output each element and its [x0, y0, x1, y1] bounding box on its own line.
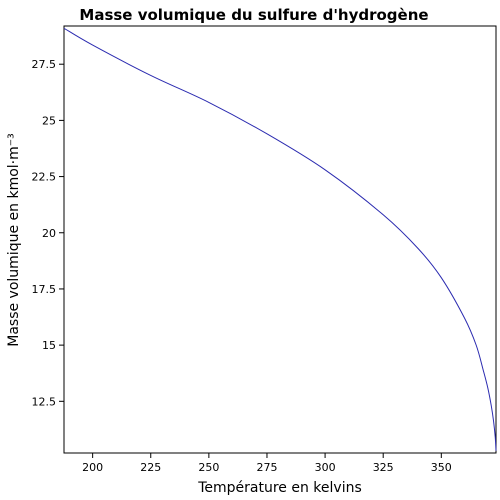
chart-title: Masse volumique du sulfure d'hydrogène	[79, 6, 428, 24]
y-axis: 12.5 15 17.5 20 22.5 25 27.5	[32, 58, 64, 408]
x-axis-label: Température en kelvins	[197, 480, 362, 496]
x-tick-label: 225	[140, 461, 161, 474]
y-tick-label: 25	[42, 114, 56, 127]
y-tick-label: 17.5	[32, 283, 57, 296]
plot-frame	[63, 25, 497, 454]
x-axis: 200 225 250 275 300 325 350	[82, 453, 452, 474]
x-tick-label: 275	[256, 461, 277, 474]
x-tick-label: 250	[198, 461, 219, 474]
y-tick-label: 27.5	[32, 58, 57, 71]
x-tick-label: 300	[315, 461, 336, 474]
y-tick-label: 20	[42, 227, 56, 240]
y-tick-label: 15	[42, 339, 56, 352]
y-axis-label: Masse volumique en kmol·m⁻³	[6, 133, 22, 347]
y-tick-label: 12.5	[32, 395, 57, 408]
x-tick-label: 200	[82, 461, 103, 474]
density-curve	[63, 27, 497, 451]
y-tick-label: 22.5	[32, 171, 57, 184]
x-tick-label: 350	[431, 461, 452, 474]
x-tick-label: 325	[373, 461, 394, 474]
